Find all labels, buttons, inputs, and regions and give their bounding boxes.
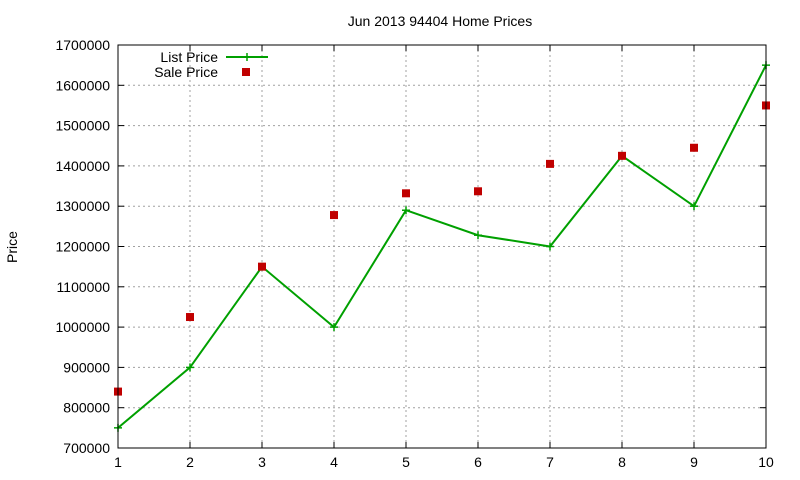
sale-price-point	[186, 313, 194, 322]
x-tick-label: 9	[690, 454, 698, 470]
legend-cross-sample	[243, 53, 251, 61]
y-tick-label: 1000000	[55, 319, 110, 335]
list-price-point	[186, 363, 194, 372]
list-price-point	[690, 202, 698, 211]
y-tick-label: 1400000	[55, 158, 110, 174]
sale-price-point	[258, 262, 266, 271]
x-tick-label: 7	[546, 454, 554, 470]
plot-frame	[117, 44, 767, 449]
x-tick-label: 8	[618, 454, 626, 470]
sale-price-point	[618, 151, 626, 160]
list-price-point	[330, 323, 338, 332]
sale-price-point	[474, 187, 482, 196]
y-tick-label: 800000	[63, 400, 110, 416]
grid	[118, 45, 766, 448]
legend-square-sample	[242, 68, 250, 76]
y-tick-label: 700000	[63, 440, 110, 456]
list-price-point	[546, 242, 554, 251]
x-tick-label: 4	[330, 454, 338, 470]
sale-price-point	[402, 189, 410, 198]
x-tick-label: 1	[114, 454, 122, 470]
y-tick-label: 1600000	[55, 77, 110, 93]
y-tick-label: 1200000	[55, 239, 110, 255]
ticks: 700000 800000 900000 1000000 1100000 1200000 1…	[55, 37, 774, 470]
y-tick-label: 1100000	[57, 279, 111, 295]
chart-title: Jun 2013 94404 Home Prices	[348, 13, 532, 29]
x-tick-label: 10	[758, 454, 774, 470]
x-tick-label: 5	[402, 454, 410, 470]
list-price-line	[117, 64, 767, 429]
list-price-point	[402, 206, 410, 215]
sale-price-point	[690, 143, 698, 152]
x-tick-label: 6	[474, 454, 482, 470]
legend-label: List Price	[160, 49, 218, 65]
y-tick-label: 1300000	[55, 198, 110, 214]
x-tick-label: 3	[258, 454, 266, 470]
y-tick-label: 900000	[63, 359, 110, 375]
list-price-point	[474, 231, 482, 240]
x-tick-label: 2	[186, 454, 194, 470]
y-axis-label: Price	[4, 231, 20, 263]
sale-price-point	[546, 159, 554, 168]
legend-label: Sale Price	[154, 64, 218, 80]
y-tick-label: 1500000	[55, 118, 110, 134]
sale-price-point	[330, 211, 338, 220]
y-tick-label: 1700000	[55, 37, 110, 53]
